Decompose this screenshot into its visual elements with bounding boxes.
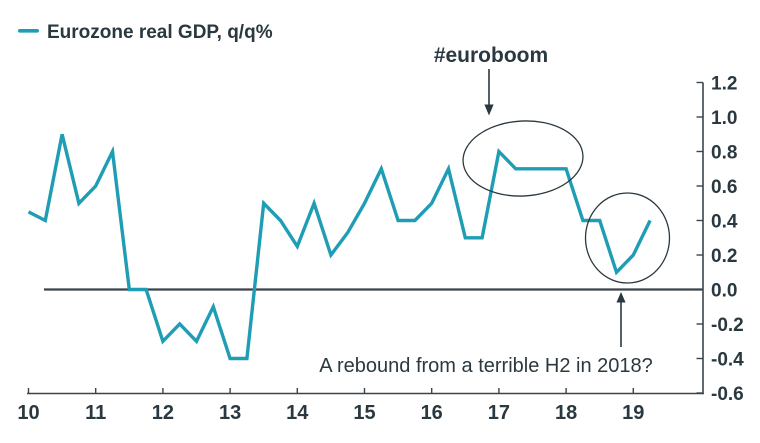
y-axis-ticks	[696, 81, 703, 394]
y-tick-label: 0.0	[711, 280, 737, 301]
rebound-up-arrow-icon	[616, 292, 626, 347]
legend: Eurozone real GDP, q/q%	[18, 22, 273, 43]
rebound-annotation: A rebound from a terrible H2 in 2018?	[319, 355, 653, 377]
y-axis-labels: 1.2 1.0 0.8 0.6 0.4 0.2 0.0 -0.2 -0.4 -0.6	[711, 73, 744, 405]
y-tick-label: -0.4	[711, 349, 744, 370]
y-tick-label: -0.6	[711, 384, 744, 405]
euroboom-annotation: #euroboom	[434, 44, 548, 67]
x-axis-labels: 10 11 12 13 14 15 16 17 18 19	[17, 402, 644, 424]
x-tick-label: 17	[488, 402, 510, 424]
x-tick-label: 18	[555, 402, 577, 424]
y-tick-label: 0.6	[711, 177, 737, 198]
euroboom-ellipse	[462, 120, 584, 197]
euroboom-down-arrow-icon	[484, 69, 494, 116]
x-tick-label: 10	[17, 402, 39, 424]
rebound-circle	[584, 192, 671, 284]
x-tick-label: 19	[622, 402, 644, 424]
x-tick-label: 14	[286, 402, 309, 424]
y-tick-label: -0.2	[711, 315, 744, 336]
legend-line-swatch-icon	[18, 29, 39, 33]
y-tick-label: 0.8	[711, 142, 737, 163]
y-tick-label: 0.2	[711, 246, 737, 267]
x-tick-label: 16	[421, 402, 443, 424]
gdp-series	[27, 133, 652, 361]
legend-label: Eurozone real GDP, q/q%	[47, 22, 273, 43]
x-tick-label: 11	[85, 402, 106, 424]
y-tick-label: 0.4	[711, 211, 738, 232]
y-tick-label: 1.0	[711, 108, 737, 129]
y-tick-label: 1.2	[711, 73, 737, 94]
x-tick-label: 12	[152, 402, 174, 424]
gdp-line	[27, 133, 652, 361]
x-tick-label: 13	[219, 402, 241, 424]
x-tick-label: 15	[353, 402, 375, 424]
x-axis-ticks	[27, 388, 634, 394]
